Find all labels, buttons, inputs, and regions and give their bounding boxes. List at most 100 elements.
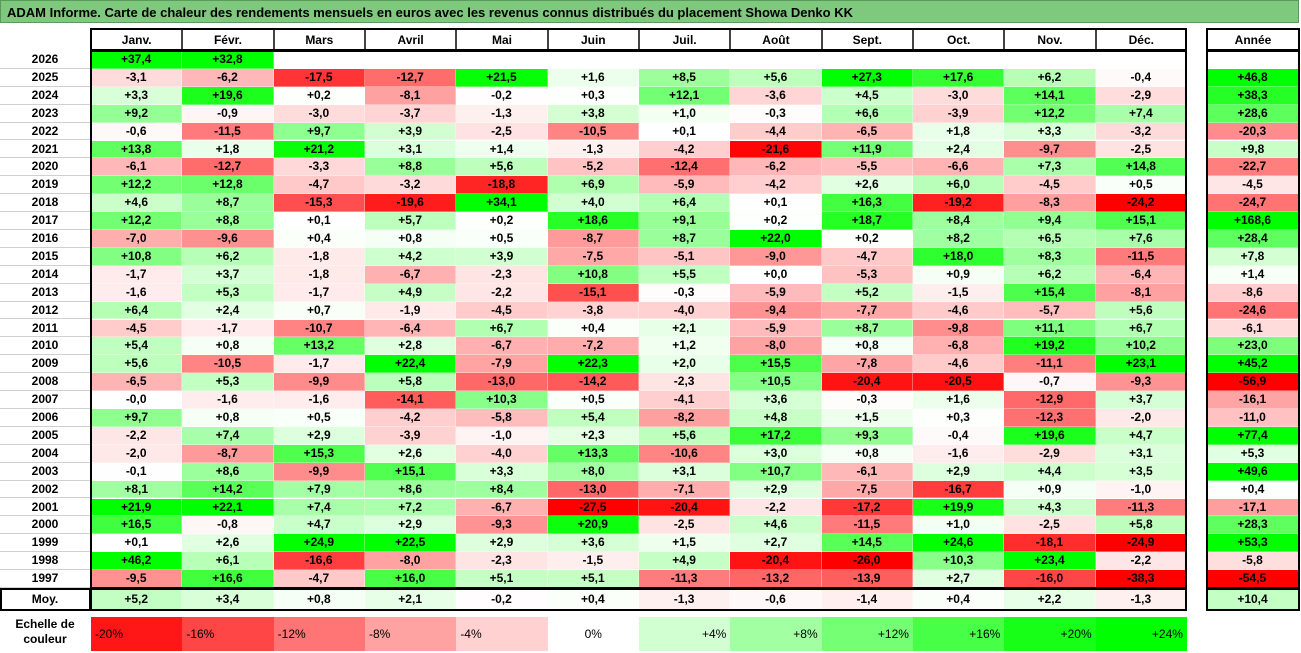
heatmap-cell: -4,6 <box>912 301 1005 320</box>
heatmap-cell: +0,2 <box>821 230 913 248</box>
heatmap-cell: +12,2 <box>1004 104 1096 123</box>
annual-return-cell: -6,1 <box>1207 319 1299 338</box>
heatmap-cell <box>456 51 548 69</box>
heatmap-cell: -15,1 <box>547 283 639 302</box>
heatmap-cell: +6,4 <box>638 194 731 213</box>
heatmap-cell: -5,9 <box>730 283 822 302</box>
annual-return-cell: -4,5 <box>1207 176 1299 195</box>
heatmap-cell: -9,8 <box>912 319 1005 338</box>
heatmap-cell: +2,9 <box>273 426 365 445</box>
year-label: 2004 <box>0 444 90 463</box>
heatmap-cell: +0,8 <box>364 230 457 248</box>
heatmap-cell: -1,6 <box>273 391 365 409</box>
heatmap-cell: +23,1 <box>1095 355 1187 374</box>
heatmap-cell: +7,2 <box>364 498 457 517</box>
heatmap-cell: +1,2 <box>638 337 731 356</box>
heatmap-cell: +5,1 <box>547 570 639 588</box>
heatmap-cell: +0,8 <box>821 337 913 356</box>
heatmap-cell: +8,3 <box>1004 247 1096 266</box>
heatmap-cell: -16,7 <box>912 480 1005 499</box>
heatmap-cell: -3,9 <box>364 426 457 445</box>
heatmap-cell: +3,5 <box>1095 462 1187 481</box>
heatmap-cell: -4,6 <box>912 355 1005 374</box>
heatmap-cell: +10,5 <box>730 373 822 392</box>
heatmap-cell: -9,3 <box>1095 373 1187 392</box>
heatmap-cell: +4,4 <box>1004 462 1096 481</box>
heatmap-cell: +32,8 <box>182 51 274 69</box>
heatmap-cell: -1,7 <box>273 355 365 374</box>
heatmap-cell: +9,1 <box>638 212 731 230</box>
year-label: 2016 <box>0 230 90 248</box>
year-label: 2020 <box>0 158 90 177</box>
average-cell: -1,3 <box>1095 589 1187 610</box>
heatmap-cell: +2,9 <box>730 480 822 499</box>
heatmap-cell: +6,9 <box>547 176 639 195</box>
heatmap-cell: -4,7 <box>821 247 913 266</box>
heatmap-cell: +22,0 <box>730 230 822 248</box>
heatmap-cell: -9,3 <box>456 516 548 535</box>
heatmap-cell: -9,4 <box>730 301 822 320</box>
heatmap-cell: +12,2 <box>91 176 183 195</box>
annual-return-cell: -22,7 <box>1207 158 1299 177</box>
heatmap-cell: +3,9 <box>364 122 457 141</box>
heatmap-cell <box>547 51 639 69</box>
heatmap-cell: -2,3 <box>456 265 548 284</box>
heatmap-cell: -6,4 <box>1095 265 1187 284</box>
heatmap-cell: -5,9 <box>730 319 822 338</box>
heatmap-cell: -6,7 <box>456 337 548 356</box>
heatmap-cell: +10,8 <box>91 247 183 266</box>
heatmap-cell: +6,6 <box>821 104 913 123</box>
heatmap-cell: +0,8 <box>821 444 913 463</box>
annual-return-cell: +168,6 <box>1207 212 1299 230</box>
heatmap-cell: -2,5 <box>1095 140 1187 159</box>
heatmap-cell: -0,3 <box>821 391 913 409</box>
year-label: 2019 <box>0 176 90 195</box>
annual-return-cell: -8,6 <box>1207 283 1299 302</box>
heatmap-cell: +21,2 <box>273 140 365 159</box>
heatmap-cell: +1,5 <box>821 409 913 427</box>
heatmap-cell: +8,7 <box>638 230 731 248</box>
heatmap-cell: +4,2 <box>364 247 457 266</box>
heatmap-cell: +5,1 <box>456 570 548 588</box>
heatmap-cell: -4,5 <box>1004 176 1096 195</box>
average-cell: +3,4 <box>182 589 274 610</box>
heatmap-cell: +19,6 <box>1004 426 1096 445</box>
heatmap-cell: +6,1 <box>182 552 274 571</box>
heatmap-cell: -21,6 <box>730 140 822 159</box>
heatmap-cell: -0,4 <box>1095 68 1187 87</box>
heatmap-cell: +1,4 <box>456 140 548 159</box>
heatmap-cell: +14,1 <box>1004 86 1096 105</box>
annual-return-cell: -24,6 <box>1207 301 1299 320</box>
average-cell: +0,4 <box>912 589 1005 610</box>
heatmap-cell: +3,7 <box>182 265 274 284</box>
heatmap-cell: +22,3 <box>547 355 639 374</box>
heatmap-cell: +0,0 <box>730 265 822 284</box>
heatmap-cell: -2,9 <box>1095 86 1187 105</box>
heatmap-cell: +8,2 <box>912 230 1005 248</box>
heatmap-cell: +10,3 <box>912 552 1005 571</box>
heatmap-cell: -11,5 <box>821 516 913 535</box>
heatmap-cell: -16,6 <box>273 552 365 571</box>
average-cell: -1,4 <box>821 589 913 610</box>
heatmap-cell: -6,6 <box>912 158 1005 177</box>
year-total-header: Année <box>1207 29 1299 50</box>
heatmap-cell: +8,8 <box>182 212 274 230</box>
year-label: 2008 <box>0 373 90 392</box>
heatmap-cell: +6,7 <box>456 319 548 338</box>
annual-return-cell: +5,3 <box>1207 444 1299 463</box>
heatmap-cell: +20,9 <box>547 516 639 535</box>
heatmap-cell <box>1095 51 1187 69</box>
heatmap-cell: -11,3 <box>1095 498 1187 517</box>
heatmap-cell: +3,0 <box>730 444 822 463</box>
heatmap-cell: +4,9 <box>638 552 731 571</box>
heatmap-cell: +17,2 <box>730 426 822 445</box>
heatmap-cell: -8,2 <box>638 409 731 427</box>
month-header: Avril <box>364 29 457 50</box>
heatmap-cell: -4,7 <box>273 570 365 588</box>
heatmap-cell: -5,3 <box>821 265 913 284</box>
heatmap-cell: +14,5 <box>821 534 913 553</box>
heatmap-cell: -11,3 <box>638 570 731 588</box>
heatmap-cell: -20,4 <box>821 373 913 392</box>
heatmap-cell: +15,3 <box>273 444 365 463</box>
heatmap-cell: -6,5 <box>821 122 913 141</box>
